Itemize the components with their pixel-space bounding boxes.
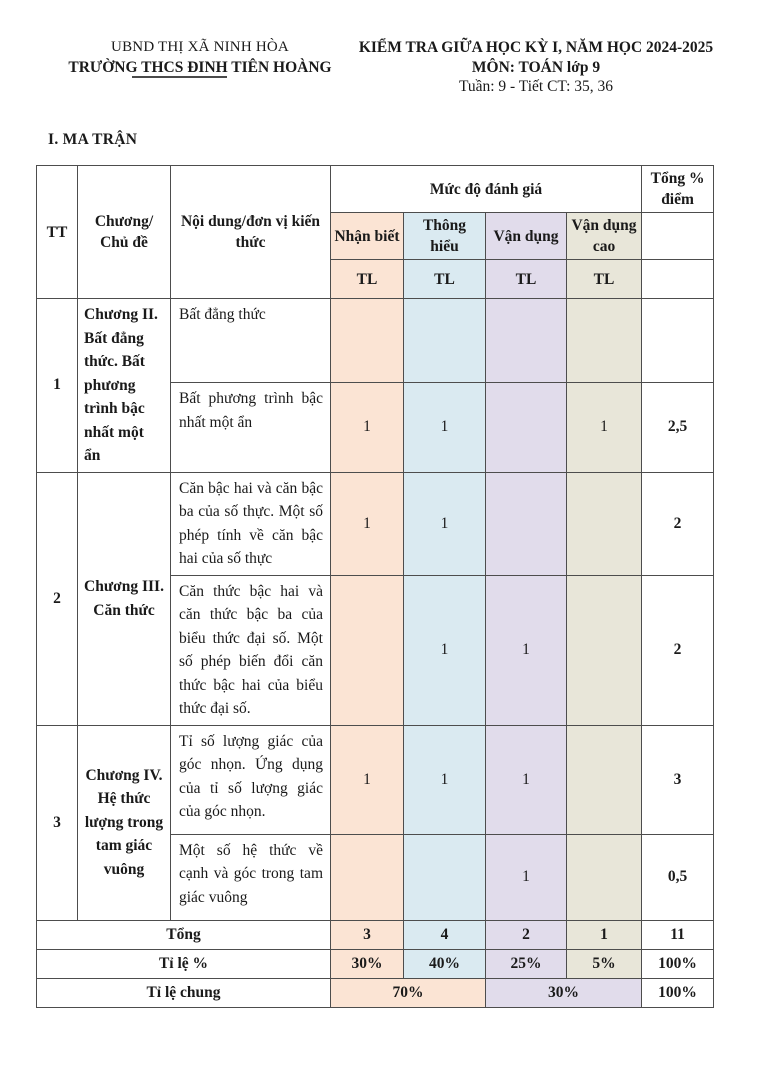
total-cell: 3 — [641, 724, 715, 835]
footer-pct-sum: 100% — [641, 948, 715, 979]
footer-pct-vd: 25% — [485, 948, 567, 979]
content-cell: Tỉ số lượng giác của góc nhọn. Ứng dụng … — [170, 724, 331, 835]
score-cell-nb — [330, 574, 404, 726]
score-cell-vd: 1 — [485, 724, 567, 835]
exam-title: KIỂM TRA GIỮA HỌC KỲ I, NĂM HỌC 2024-202… — [358, 39, 714, 56]
footer-total-vd: 2 — [485, 919, 567, 950]
score-cell-vdc — [565, 724, 643, 835]
school-name-underline — [132, 76, 227, 78]
footer-pct-label: Tỉ lệ % — [36, 948, 331, 979]
score-cell-vd: 1 — [485, 574, 567, 726]
score-cell-th: 1 — [403, 471, 486, 576]
level-header-thong-hieu: Thông hiểu — [403, 212, 486, 260]
score-cell-th: 1 — [403, 574, 486, 726]
tl-header-vdc: TL — [565, 259, 643, 299]
tl-header-vd: TL — [485, 259, 567, 299]
footer-total-label: Tổng — [36, 919, 331, 950]
footer-common-70: 70% — [330, 977, 486, 1008]
score-cell-nb — [330, 297, 404, 384]
issuing-authority-block: UBND THỊ XÃ NINH HÒA TRƯỜNG THCS ĐINH TI… — [40, 38, 360, 77]
total-cell: 2 — [641, 574, 715, 726]
score-cell-vdc — [565, 471, 643, 576]
row-number: 3 — [36, 724, 78, 921]
level-header-van-dung-cao: Vận dụng cao — [565, 212, 643, 260]
chapter-cell: Chương IV. Hệ thức lượng trong tam giác … — [77, 724, 171, 921]
score-cell-th — [403, 833, 486, 921]
footer-common-sum: 100% — [641, 977, 715, 1008]
level-header-van-dung: Vận dụng — [485, 212, 567, 260]
total-cell: 2 — [641, 471, 715, 576]
exam-subject: MÔN: TOÁN lớp 9 — [471, 58, 601, 76]
content-cell: Một số hệ thức về cạnh và góc trong tam … — [170, 833, 331, 921]
exam-week-period: Tuần: 9 - Tiết CT: 35, 36 — [458, 78, 614, 95]
score-cell-vd — [485, 297, 567, 384]
content-cell: Bất đẳng thức — [170, 297, 331, 384]
score-cell-nb: 1 — [330, 382, 404, 473]
exam-title-block: KIỂM TRA GIỮA HỌC KỲ I, NĂM HỌC 2024-202… — [352, 38, 720, 97]
footer-total-nb: 3 — [330, 919, 404, 950]
total-cell: 0,5 — [641, 833, 715, 921]
col-header-tt: TT — [36, 165, 78, 299]
score-cell-nb: 1 — [330, 471, 404, 576]
level-header-nhan-biet: Nhận biết — [330, 212, 404, 260]
footer-common-30: 30% — [484, 977, 643, 1008]
section-title-ma-tran: I. MA TRẬN — [48, 131, 138, 148]
empty-cell — [641, 212, 715, 260]
footer-total-th: 4 — [403, 919, 486, 950]
score-cell-vd — [485, 471, 567, 576]
score-cell-nb: 1 — [330, 724, 404, 835]
footer-common-label: Tỉ lệ chung — [36, 977, 331, 1008]
chapter-cell: Chương III. Căn thức — [77, 471, 171, 726]
content-cell: Căn thức bậc hai và căn thức bậc ba của … — [170, 574, 331, 726]
footer-total-sum: 11 — [641, 919, 715, 950]
row-number: 2 — [36, 471, 78, 726]
score-cell-vdc — [565, 574, 643, 726]
footer-pct-vdc: 5% — [565, 948, 643, 979]
score-cell-th: 1 — [403, 382, 486, 473]
col-header-levels-title: Mức độ đánh giá — [329, 165, 643, 213]
total-cell — [641, 297, 715, 384]
col-header-total-percent: Tổng % điểm — [641, 165, 715, 213]
total-cell: 2,5 — [641, 382, 715, 473]
col-header-content: Nội dung/đơn vị kiến thức — [170, 165, 331, 299]
footer-pct-th: 40% — [403, 948, 486, 979]
chapter-cell: Chương II. Bất đẳng thức. Bất phương trì… — [77, 298, 171, 473]
tl-header-th: TL — [403, 259, 486, 299]
score-cell-th: 1 — [403, 724, 486, 835]
row-number: 1 — [36, 298, 78, 473]
score-cell-vd — [485, 382, 567, 473]
score-cell-vdc — [565, 297, 643, 384]
score-cell-vdc: 1 — [565, 382, 643, 473]
footer-pct-nb: 30% — [330, 948, 404, 979]
exam-matrix-table: TT Chương/ Chủ đề Nội dung/đơn vị kiến t… — [36, 165, 715, 1008]
score-cell-th — [403, 297, 486, 384]
content-cell: Căn bậc hai và căn bậc ba của số thực. M… — [170, 471, 331, 576]
footer-total-vdc: 1 — [565, 919, 643, 950]
empty-cell — [641, 259, 715, 299]
authority-name: UBND THỊ XÃ NINH HÒA — [111, 39, 289, 55]
score-cell-vdc — [565, 833, 643, 921]
content-cell: Bất phương trình bậc nhất một ẩn — [170, 382, 331, 473]
col-header-chapter: Chương/ Chủ đề — [77, 165, 171, 299]
score-cell-nb — [330, 833, 404, 921]
tl-header-nb: TL — [330, 259, 404, 299]
score-cell-vd: 1 — [485, 833, 567, 921]
school-name: TRƯỜNG THCS ĐINH TIÊN HOÀNG — [68, 58, 332, 76]
